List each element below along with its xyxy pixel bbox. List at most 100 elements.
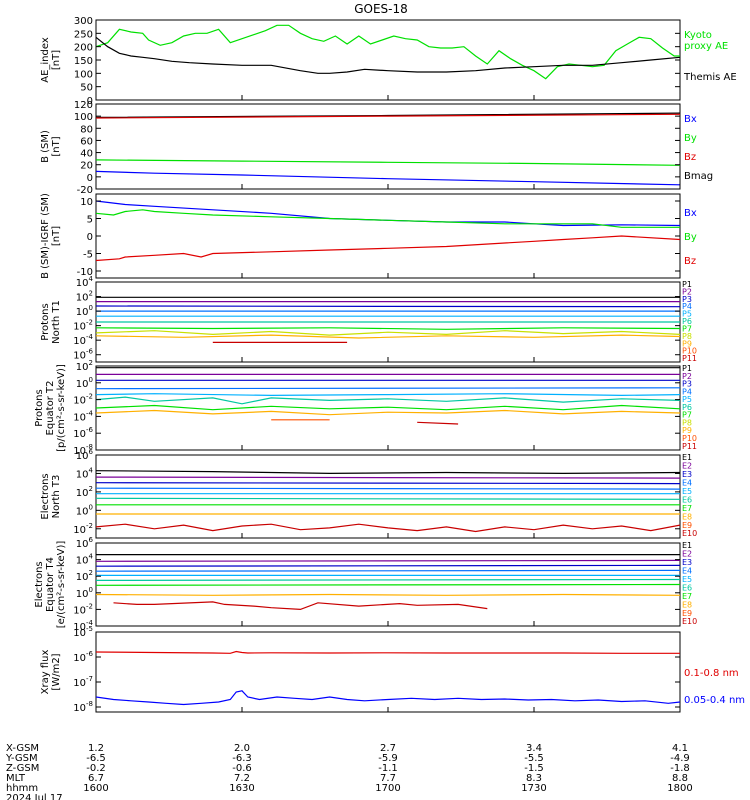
ytick-label: 40 [80,149,93,160]
legend-label: E8 [682,600,692,609]
legend-label: E2 [682,549,692,558]
panel-frame [95,19,681,101]
ytick-label: 10-8 [73,443,93,457]
legend-label: E7 [682,592,692,601]
series-line-Bz [95,113,681,119]
footer-value: 7.7 [380,773,396,784]
footer-value: 8.8 [672,773,688,784]
footer-value: 1800 [667,783,692,794]
series-line-E8 [95,593,681,596]
footer-value: -5.9 [378,753,398,764]
ytick-label: -5 [83,250,93,261]
legend-label: 0.1-0.8 nm [684,668,739,679]
legend-label: Bx [684,114,697,125]
legend-label: E10 [682,529,697,538]
series-line-P5 [95,393,681,397]
series-line-P6 [95,396,681,405]
ytick-label: 120 [74,100,93,111]
footer-row-label: Z-GSM [6,763,39,774]
y-axis-label: AE_index[nT] [40,37,62,83]
y-axis-label: Xray flux[W/m2] [40,650,62,695]
legend-label: P5 [682,310,692,319]
legend-label: P7 [682,324,692,333]
ytick-label: 10-2 [73,319,93,333]
legend-label: P9 [682,339,692,348]
ytick-label: 102 [76,485,93,499]
y-axis-label: ProtonsNorth T1 [40,300,62,344]
footer-value: 1700 [375,783,400,794]
series-line-E6 [95,497,681,500]
series-line-Kyoto proxy AE [95,24,680,80]
legend-label: P11 [682,354,697,363]
panel-3: -10 -5 0 5 10 B (SM)-IGRF (SM)[nT] Bx By Bz [40,193,697,279]
ytick-label: 10-6 [73,426,93,440]
footer-value: -4.9 [670,753,690,764]
footer-value: 2.7 [380,743,396,754]
legend-label: Bz [684,256,696,267]
footer-value: 1600 [83,783,108,794]
legend-label: E5 [682,575,692,584]
footer-value: 2.0 [234,743,250,754]
ytick-label: 10 [80,197,93,208]
ytick-label: 104 [76,553,94,567]
series-line-By [95,209,680,228]
legend-label: E1 [682,541,692,550]
legend-label: P8 [682,418,692,427]
legend-label: E5 [682,487,692,496]
legend-label: E3 [682,470,692,479]
ytick-label: 106 [76,536,94,550]
ytick-label: 106 [76,448,94,462]
legend-label: P9 [682,426,692,435]
legend-label: Bz [684,152,696,163]
ytick-label: -10 [77,267,93,278]
legend-label: P1 [682,364,692,373]
ytick-label: 102 [76,569,93,583]
footer-value: -1.8 [670,763,690,774]
series-line-E3 [95,564,681,567]
legend-label: E9 [682,521,692,530]
series-line-0.05-0.4 nm [95,690,681,706]
ytick-label: 10-5 [73,625,93,639]
ytick-label: 10-4 [73,409,93,423]
panel-7: 106 104 102 100 10-2 10-4 ElectronsEquator T4[… [34,536,697,633]
footer-row-label: 2024 Jul 17 [6,793,63,800]
series-line-By [95,159,681,166]
series-line-E10 [95,523,681,533]
ytick-label: 100 [76,304,93,318]
footer-row-label: Y-GSM [5,753,38,764]
ytick-label: 80 [80,124,93,135]
ytick-label: 10-6 [73,650,93,664]
panel-1: 0 50 100 150 200 250 300 AE_index[nT] Kyotoproxy… [40,16,737,107]
series-line-P9 [95,334,681,339]
ytick-label: 102 [76,359,93,373]
legend-label: E8 [682,512,692,521]
legend-label: P4 [682,387,692,396]
footer-value: 1.2 [88,743,104,754]
ytick-label: 20 [80,161,93,172]
legend-label: P2 [682,287,692,296]
series-line-E4 [95,487,681,490]
ytick-label: 60 [80,136,93,147]
legend-label: E6 [682,495,692,504]
ytick-label: 10-4 [73,619,93,633]
ytick-label: 50 [80,83,93,94]
series-line-E1 [95,470,681,475]
ytick-label: 10-2 [73,602,93,616]
legend-label: By [684,133,697,144]
footer-value: 1730 [521,783,546,794]
ytick-label: 104 [76,466,94,480]
legend-label: E9 [682,609,692,618]
panel-5: 102 100 10-2 10-4 10-6 10-8 ProtonsEquator T2[… [34,359,697,457]
legend-label: P6 [682,317,692,326]
footer-value: 1630 [229,783,254,794]
legend-label: E3 [682,558,692,567]
series-line-0.1-0.8 nm [95,650,680,654]
legend-label: P4 [682,302,692,311]
legend-label: E10 [682,617,697,626]
series-line-E3 [95,482,681,485]
footer-value: 7.2 [234,773,250,784]
y-axis-label: ProtonsEquator T2[p/(cm²-s-sr-keV)] [34,364,67,452]
ytick-label: 10-8 [73,700,93,714]
series-line-P8 [95,330,681,336]
